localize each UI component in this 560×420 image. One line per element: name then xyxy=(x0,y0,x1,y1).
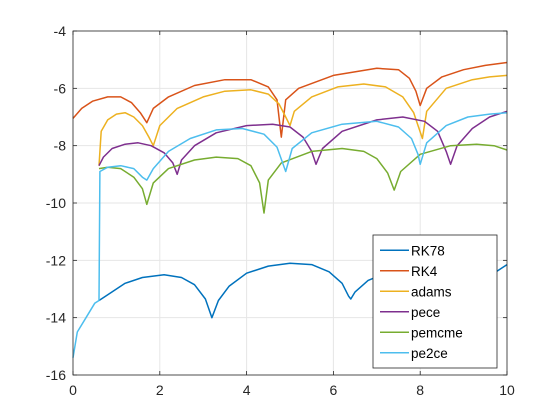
legend-label: pemcme xyxy=(411,325,463,340)
axis-ticks: 0 2 4 6 8 10 -16 -14 -12 -10 -8 -6 -4 xyxy=(46,23,515,398)
series-line-pece xyxy=(98,110,508,176)
legend-label: adams xyxy=(411,284,452,299)
series-lines xyxy=(72,61,508,358)
legend: RK78 RK4 adams pece pemcme pe2ce xyxy=(372,234,498,369)
series-line-pe2ce xyxy=(72,111,508,358)
series-line-rk4 xyxy=(72,61,508,138)
x-tick-label: 4 xyxy=(243,382,251,398)
series-line-pemcme xyxy=(98,143,508,214)
x-tick-label: 6 xyxy=(330,382,338,398)
legend-label: pece xyxy=(411,305,440,320)
y-tick-label: -10 xyxy=(46,195,66,211)
legend-label: RK4 xyxy=(411,264,438,279)
y-tick-label: -16 xyxy=(46,367,66,383)
x-tick-label: 8 xyxy=(416,382,424,398)
x-tick-label: 2 xyxy=(156,382,164,398)
grid-lines xyxy=(72,30,508,376)
legend-label: RK78 xyxy=(411,243,445,258)
y-tick-label: -12 xyxy=(46,252,66,268)
legend-box xyxy=(372,234,498,369)
y-tick-label: -8 xyxy=(54,138,67,154)
y-tick-label: -14 xyxy=(46,310,66,326)
y-tick-label: -4 xyxy=(54,23,67,39)
series-line-adams xyxy=(98,74,508,166)
x-tick-label: 0 xyxy=(69,382,77,398)
legend-label: pe2ce xyxy=(411,346,448,361)
y-tick-label: -6 xyxy=(54,80,67,96)
x-tick-label: 10 xyxy=(499,382,515,398)
